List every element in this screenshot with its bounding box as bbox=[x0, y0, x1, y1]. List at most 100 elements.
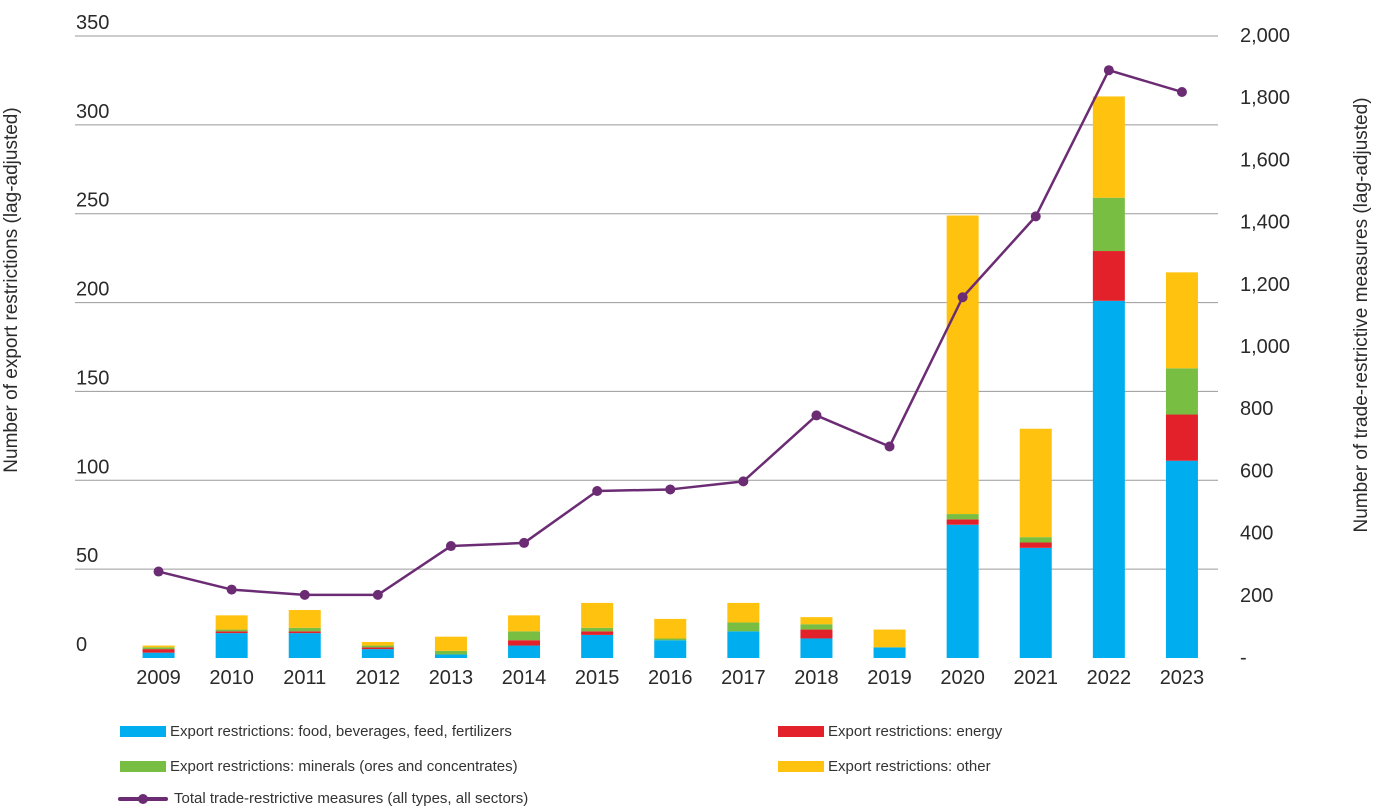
line-point-2017 bbox=[738, 476, 749, 487]
bar-segment-food-2020 bbox=[946, 524, 979, 658]
x-tick-label: 2009 bbox=[136, 667, 181, 689]
x-tick-label: 2021 bbox=[1014, 667, 1059, 689]
bar-segment-minerals-2009 bbox=[142, 647, 175, 650]
line-point-2021 bbox=[1030, 211, 1041, 222]
line-point-2010 bbox=[226, 584, 237, 595]
bar-segment-other-2016 bbox=[654, 618, 687, 639]
right-axis-ticks: - 200 400 600 800 1,000 1,200 1,400 1,600 1,800 2,… bbox=[1240, 25, 1290, 669]
y2-tick-label: 1,200 bbox=[1240, 274, 1290, 296]
line-point-2023 bbox=[1176, 86, 1187, 97]
bar-segment-food-2016 bbox=[654, 640, 687, 658]
bar-segment-minerals-2023 bbox=[1165, 368, 1198, 415]
y2-tick-label: - bbox=[1240, 647, 1247, 669]
x-tick-label: 2018 bbox=[794, 667, 839, 689]
line-point-2009 bbox=[153, 566, 164, 577]
y2-tick-label: 1,600 bbox=[1240, 149, 1290, 171]
x-tick-label: 2020 bbox=[940, 667, 985, 689]
x-tick-label: 2023 bbox=[1160, 667, 1205, 689]
line-point-2011 bbox=[299, 589, 310, 600]
bar-segment-food-2022 bbox=[1092, 300, 1125, 658]
y-tick-label: 300 bbox=[76, 101, 109, 123]
line-layer bbox=[153, 65, 1187, 600]
y-axis-title: Number of export restrictions (lag-adjus… bbox=[1, 107, 22, 472]
gridlines bbox=[75, 35, 1218, 570]
line-point-2015 bbox=[592, 485, 603, 496]
y2-axis-title: Number of trade-restrictive measures (la… bbox=[1351, 97, 1372, 532]
left-axis-ticks: 0 50 100 150 200 250 300 350 bbox=[76, 12, 109, 656]
x-tick-label: 2012 bbox=[356, 667, 401, 689]
bar-segment-other-2021 bbox=[1019, 428, 1052, 538]
x-tick-label: 2010 bbox=[209, 667, 254, 689]
bar-segment-energy-2015 bbox=[581, 631, 614, 635]
y2-tick-label: 2,000 bbox=[1240, 25, 1290, 47]
line-point-2012 bbox=[372, 589, 383, 600]
x-tick-label: 2016 bbox=[648, 667, 693, 689]
bar-segment-energy-2023 bbox=[1165, 414, 1198, 461]
y2-tick-label: 200 bbox=[1240, 585, 1273, 607]
x-tick-label: 2015 bbox=[575, 667, 620, 689]
x-tick-label: 2011 bbox=[283, 667, 326, 689]
bar-segment-other-2020 bbox=[946, 215, 979, 515]
line-point-2022 bbox=[1103, 65, 1114, 76]
bar-segment-other-2009 bbox=[142, 645, 175, 648]
bar-segment-energy-2020 bbox=[946, 519, 979, 525]
bar-segment-minerals-2011 bbox=[288, 627, 321, 632]
bar-segment-energy-2011 bbox=[288, 631, 321, 634]
y-tick-label: 100 bbox=[76, 456, 109, 478]
bar-segment-energy-2022 bbox=[1092, 251, 1125, 301]
bar-segment-other-2019 bbox=[873, 629, 906, 648]
line-point-2020 bbox=[957, 292, 968, 303]
bar-segment-other-2023 bbox=[1165, 272, 1198, 369]
y-tick-label: 250 bbox=[76, 190, 109, 212]
line-point-2014 bbox=[519, 537, 530, 548]
bar-segment-minerals-2015 bbox=[581, 627, 614, 632]
y-tick-label: 0 bbox=[76, 634, 87, 656]
bar-segment-other-2022 bbox=[1092, 96, 1125, 198]
bar-segment-minerals-2013 bbox=[434, 650, 467, 655]
line-point-2019 bbox=[884, 441, 895, 452]
x-tick-label: 2013 bbox=[429, 667, 474, 689]
bar-segment-food-2014 bbox=[508, 645, 541, 658]
bar-segment-food-2009 bbox=[142, 652, 175, 658]
y2-tick-label: 1,800 bbox=[1240, 87, 1290, 109]
bar-segment-energy-2014 bbox=[508, 640, 541, 646]
y2-tick-label: 400 bbox=[1240, 523, 1273, 545]
y-tick-label: 200 bbox=[76, 279, 109, 301]
bar-segment-food-2019 bbox=[873, 647, 906, 658]
bar-segment-food-2015 bbox=[581, 634, 614, 658]
bar-segment-food-2023 bbox=[1165, 460, 1198, 658]
bar-segment-minerals-2016 bbox=[654, 638, 687, 641]
y2-tick-label: 1,000 bbox=[1240, 336, 1290, 358]
x-axis-ticks: 2009 2010 2011 2012 2013 2014 2015 2016 2017 2018… bbox=[136, 667, 1204, 689]
bar-segment-other-2011 bbox=[288, 610, 321, 628]
bar-segment-food-2021 bbox=[1019, 547, 1052, 658]
bar-segment-other-2013 bbox=[434, 636, 467, 651]
bar-segment-food-2010 bbox=[215, 633, 248, 658]
bar-segment-other-2014 bbox=[508, 615, 541, 632]
bar-segment-minerals-2018 bbox=[800, 624, 833, 630]
bar-segment-other-2012 bbox=[361, 642, 394, 646]
bar-segment-other-2015 bbox=[581, 602, 614, 628]
bar-segment-other-2017 bbox=[727, 602, 760, 623]
bar-segment-food-2012 bbox=[361, 649, 394, 658]
bar-segment-energy-2010 bbox=[215, 631, 248, 634]
x-tick-label: 2014 bbox=[502, 667, 547, 689]
bar-segment-minerals-2020 bbox=[946, 514, 979, 520]
x-tick-label: 2017 bbox=[721, 667, 766, 689]
x-tick-label: 2022 bbox=[1087, 667, 1132, 689]
x-tick-label: 2019 bbox=[867, 667, 912, 689]
y-tick-label: 50 bbox=[76, 545, 98, 567]
bar-segment-energy-2009 bbox=[142, 649, 175, 653]
bar-segment-energy-2018 bbox=[800, 629, 833, 639]
y-tick-label: 150 bbox=[76, 367, 109, 389]
bar-segment-energy-2012 bbox=[361, 647, 394, 650]
bar-segment-food-2017 bbox=[727, 631, 760, 658]
bar-segment-food-2013 bbox=[434, 654, 467, 658]
line-point-2018 bbox=[811, 410, 822, 421]
bar-layer bbox=[142, 96, 1198, 658]
bar-segment-minerals-2014 bbox=[508, 631, 541, 641]
line-point-2016 bbox=[665, 484, 676, 495]
bar-segment-other-2018 bbox=[800, 617, 833, 625]
y-tick-label: 350 bbox=[76, 12, 109, 34]
